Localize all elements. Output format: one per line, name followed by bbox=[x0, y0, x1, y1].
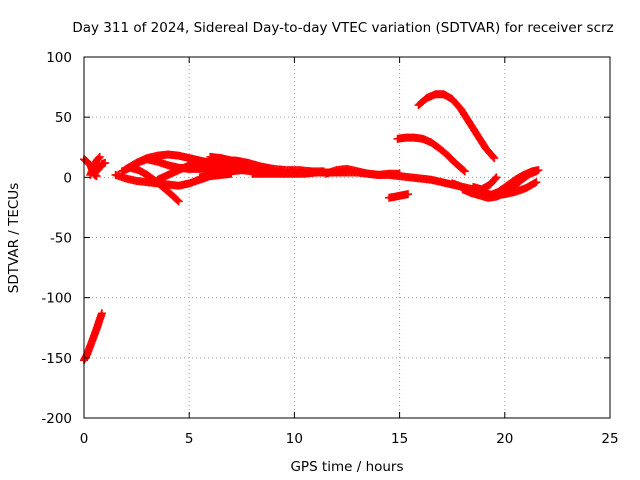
x-tick-label: 10 bbox=[286, 431, 303, 447]
data-point bbox=[492, 173, 501, 182]
x-tick-label: 0 bbox=[80, 431, 89, 447]
series-arc-u bbox=[486, 166, 543, 200]
series-arc-d bbox=[90, 158, 110, 178]
series-arc-p bbox=[393, 133, 469, 176]
data-point bbox=[395, 169, 404, 178]
y-tick-label: -150 bbox=[41, 351, 72, 367]
ticks: 0 5 10 15 20 25 -200 -150 -100 -50 0 50 100 bbox=[41, 50, 618, 447]
data-point-fill bbox=[459, 166, 468, 175]
data-point bbox=[101, 158, 110, 167]
x-tick-label: 20 bbox=[496, 431, 513, 447]
y-tick-label: 100 bbox=[46, 50, 72, 66]
x-tick-label: 5 bbox=[185, 431, 194, 447]
y-tick-label: 0 bbox=[63, 170, 72, 186]
data-point bbox=[404, 190, 413, 199]
data-points bbox=[80, 90, 543, 365]
series-arc-o bbox=[385, 190, 413, 202]
plot-frame bbox=[83, 56, 611, 419]
x-tick-label: 25 bbox=[601, 431, 618, 447]
data-point bbox=[97, 309, 106, 318]
y-tick-label: -100 bbox=[41, 291, 72, 307]
y-tick-label: 50 bbox=[55, 110, 72, 126]
data-point-fill bbox=[94, 154, 103, 163]
y-tick-label: -200 bbox=[41, 411, 72, 427]
data-point bbox=[534, 166, 543, 175]
data-point bbox=[174, 197, 183, 206]
y-axis-label: SDTVAR / TECUs bbox=[6, 183, 22, 293]
data-point bbox=[532, 178, 541, 187]
series-arc-t bbox=[469, 173, 501, 194]
data-point-fill bbox=[489, 152, 498, 161]
data-point bbox=[95, 152, 104, 161]
grid bbox=[84, 57, 610, 418]
x-tick-label: 15 bbox=[391, 431, 408, 447]
data-point bbox=[460, 167, 469, 176]
series-arc-n bbox=[321, 164, 404, 179]
series-arc-c bbox=[86, 152, 104, 179]
series-arc-q bbox=[414, 90, 499, 163]
x-axis-label: GPS time / hours bbox=[290, 459, 403, 475]
data-point bbox=[490, 154, 499, 163]
data-point-fill bbox=[491, 174, 500, 183]
data-point-fill bbox=[173, 196, 182, 205]
y-tick-label: -50 bbox=[50, 231, 72, 247]
chart-title: Day 311 of 2024, Sidereal Day-to-day VTE… bbox=[72, 20, 613, 36]
